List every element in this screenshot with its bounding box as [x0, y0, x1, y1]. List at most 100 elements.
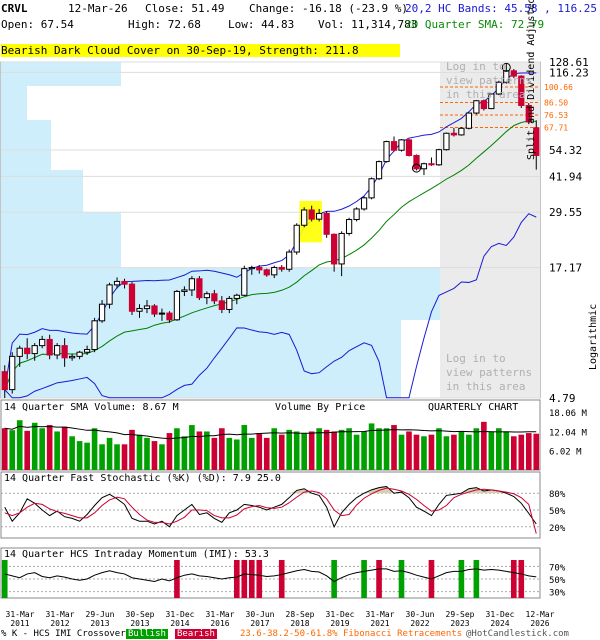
imi-signal-bar [241, 560, 248, 598]
candle-body [375, 161, 383, 180]
volume-bar [361, 431, 367, 470]
candle-body [435, 149, 443, 166]
candle-body [166, 312, 173, 321]
volume-bar [323, 429, 330, 470]
candle-body [61, 345, 68, 359]
candle-body [203, 293, 210, 299]
imi-title: 14 Quarter HCS Intraday Momentum (IMI): … [4, 549, 269, 560]
candle-body [24, 347, 31, 355]
x-tick-label: 31-Mar [206, 610, 235, 619]
fib-label: 67.71 [544, 124, 568, 133]
volume-tick-label: 6.02 M [549, 448, 582, 458]
candle-body [54, 345, 61, 356]
volume-bar [144, 437, 150, 470]
x-tick-label: 2018 [290, 619, 309, 628]
stoch-tick-label: 50% [549, 507, 566, 517]
x-tick-label: 2021 [370, 619, 389, 628]
close-value: Close: 51.49 [145, 2, 225, 15]
candle-body [241, 268, 248, 296]
candle-body [76, 351, 83, 357]
login-overlay-top[interactable]: Log in to view patterns in this area [446, 60, 533, 101]
imi-signal-bar [510, 560, 517, 598]
candle-body [518, 75, 525, 106]
candle-body [286, 251, 293, 270]
fib-label: 86.50 [544, 99, 568, 108]
volume-by-price-bar [1, 212, 121, 268]
volume-bar [196, 431, 203, 470]
x-tick-label: 31-Dec [486, 610, 515, 619]
imi-tick-label: 70% [549, 563, 566, 573]
open-value: Open: 67.54 [1, 18, 74, 31]
imi-signal-bar [398, 560, 405, 598]
volume-bar [413, 434, 420, 470]
candle-body [368, 178, 375, 199]
volume-bar [503, 431, 510, 470]
volume-frame [0, 399, 541, 471]
candle-body [46, 338, 53, 356]
fib-label: 76.53 [544, 111, 568, 120]
candle-body [91, 320, 98, 351]
volume-value: Vol: 11,314,783 [318, 18, 418, 31]
candle-body [308, 209, 315, 220]
login-overlay-bottom[interactable]: Log in to view patterns in this area [446, 352, 533, 393]
x-tick-label: 2024 [490, 619, 509, 628]
volume-panel: 14 Quarter SMA Volume: 8.67 M Volume By P… [0, 399, 588, 471]
candle-body [525, 104, 532, 123]
candle-body [473, 100, 480, 114]
volume-bar [338, 429, 345, 470]
x-tick-label: 30-Jun [246, 610, 275, 619]
candle-body [495, 81, 502, 95]
volume-bar [91, 428, 98, 470]
x-axis: 31-Mar201131-Mar201229-Jun201330-Sep2013… [6, 610, 555, 628]
volume-bar [76, 441, 83, 470]
x-tick-label: 31-Mar [366, 610, 395, 619]
crossover-legend-label: % K - HCS IMI Crossover: [1, 629, 132, 639]
volume-bar [391, 425, 397, 470]
imi-panel: 14 Quarter HCS Intraday Momentum (IMI): … [0, 547, 566, 599]
credit-link[interactable]: @HotCandlestick.com [466, 629, 569, 639]
volume-bar [263, 437, 270, 470]
candle-body [9, 355, 16, 391]
sma-line [4, 120, 537, 390]
volume-bar [114, 444, 120, 470]
volume-bar [136, 434, 143, 470]
imi-tick-label: 50% [549, 576, 566, 586]
volume-title: 14 Quarter SMA Volume: 8.67 M [4, 402, 179, 413]
volume-bar [174, 428, 180, 470]
candle-body [106, 284, 113, 305]
volume-bar [346, 428, 352, 470]
volume-by-price-bar [1, 320, 401, 398]
volume-bar [376, 428, 382, 470]
candle-body [218, 300, 225, 310]
candle-body [173, 290, 181, 321]
price-tick-label: 41.94 [549, 170, 582, 183]
x-tick-label: 12-Mar [526, 610, 555, 619]
candle-body [316, 212, 323, 220]
imi-signal-bar [234, 560, 240, 598]
volume-bar [398, 434, 405, 470]
volume-bar [428, 434, 435, 470]
fib-label: 100.66 [544, 83, 573, 92]
candle-body [383, 141, 390, 163]
x-tick-label: 2017 [250, 619, 269, 628]
candle-body [68, 355, 76, 359]
imi-signal-bar [518, 560, 525, 598]
volume-bar [69, 436, 75, 470]
candle-body [83, 349, 91, 353]
imi-signal-bar [256, 560, 263, 598]
candle-body [345, 219, 353, 234]
volume-by-price-bar [1, 170, 83, 212]
volume-bar [31, 422, 38, 470]
candle-body [360, 197, 368, 210]
stoch-d-line [4, 487, 537, 534]
candle-body [16, 347, 23, 357]
volume-bar [308, 431, 315, 470]
bands-value: 20,2 HC Bands: 45.58 , 116.25 [405, 2, 598, 15]
low-value: Low: 44.83 [228, 18, 295, 31]
imi-signal-bar [331, 560, 337, 598]
volume-title: QUARTERLY CHART [428, 402, 518, 413]
volume-bar [211, 437, 218, 470]
imi-frame [0, 547, 541, 599]
candle-body [405, 139, 413, 156]
